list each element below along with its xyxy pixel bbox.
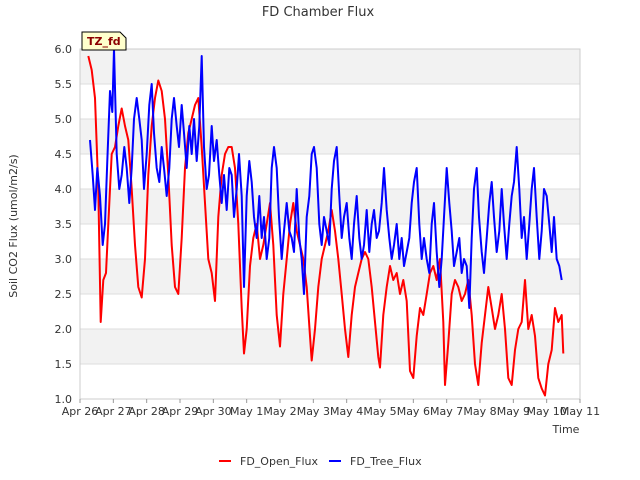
x-tick-label: May 11 bbox=[560, 405, 600, 418]
x-tick-label: Apr 28 bbox=[128, 405, 165, 418]
y-tick-label: 3.0 bbox=[55, 253, 73, 266]
y-tick-label: 2.0 bbox=[55, 323, 73, 336]
plot-frame bbox=[79, 48, 581, 400]
x-tick-label: May 5 bbox=[363, 405, 396, 418]
x-tick-label: Apr 27 bbox=[95, 405, 132, 418]
y-axis-label: Soil CO2 Flux (umol/m2/s) bbox=[7, 154, 20, 297]
y-tick-label: 1.0 bbox=[55, 393, 73, 406]
x-tick-label: May 9 bbox=[497, 405, 530, 418]
y-tick-label: 4.5 bbox=[55, 148, 73, 161]
legend-label: FD_Open_Flux bbox=[240, 455, 319, 468]
x-tick-label: May 6 bbox=[397, 405, 430, 418]
y-tick-label: 5.5 bbox=[55, 78, 73, 91]
y-tick-label: 1.5 bbox=[55, 358, 73, 371]
x-tick-label: May 10 bbox=[527, 405, 567, 418]
grid-lines bbox=[80, 48, 580, 400]
plot-band bbox=[80, 119, 580, 154]
site-badge: TZ_fd bbox=[81, 31, 127, 51]
y-axis-ticks: 1.0 1.5 2.0 2.5 3.0 3.5 4.0 4.5 5.0 5.5 6.0 bbox=[55, 43, 73, 406]
legend: FD_Open_Flux FD_Tree_Flux bbox=[219, 455, 422, 468]
x-tick-label: May 7 bbox=[430, 405, 463, 418]
y-tick-label: 6.0 bbox=[55, 43, 73, 56]
plot-band bbox=[80, 259, 580, 294]
x-tick-label: May 8 bbox=[463, 405, 496, 418]
plot-band bbox=[80, 49, 580, 84]
x-tick-label: Apr 30 bbox=[195, 405, 232, 418]
y-tick-label: 2.5 bbox=[55, 288, 73, 301]
plot-band bbox=[80, 329, 580, 364]
x-tick-label: May 2 bbox=[263, 405, 296, 418]
y-tick-label: 3.5 bbox=[55, 218, 73, 231]
badge-label: TZ_fd bbox=[87, 35, 121, 48]
x-tick-label: May 1 bbox=[230, 405, 263, 418]
x-tick-label: May 4 bbox=[330, 405, 363, 418]
y-tick-label: 4.0 bbox=[55, 183, 73, 196]
series-group bbox=[87, 48, 565, 397]
y-tick-label: 5.0 bbox=[55, 113, 73, 126]
x-axis-label: Time bbox=[552, 423, 580, 436]
x-tick-label: Apr 29 bbox=[162, 405, 199, 418]
legend-label: FD_Tree_Flux bbox=[350, 455, 422, 468]
badge-shape bbox=[81, 31, 127, 51]
series-line-fd-tree-flux bbox=[89, 48, 563, 309]
plot-bands bbox=[80, 49, 580, 364]
series-line-fd-open-flux bbox=[87, 55, 565, 397]
chart-title: FD Chamber Flux bbox=[262, 5, 375, 20]
x-tick-label: Apr 26 bbox=[62, 405, 99, 418]
x-tick-label: May 3 bbox=[297, 405, 330, 418]
